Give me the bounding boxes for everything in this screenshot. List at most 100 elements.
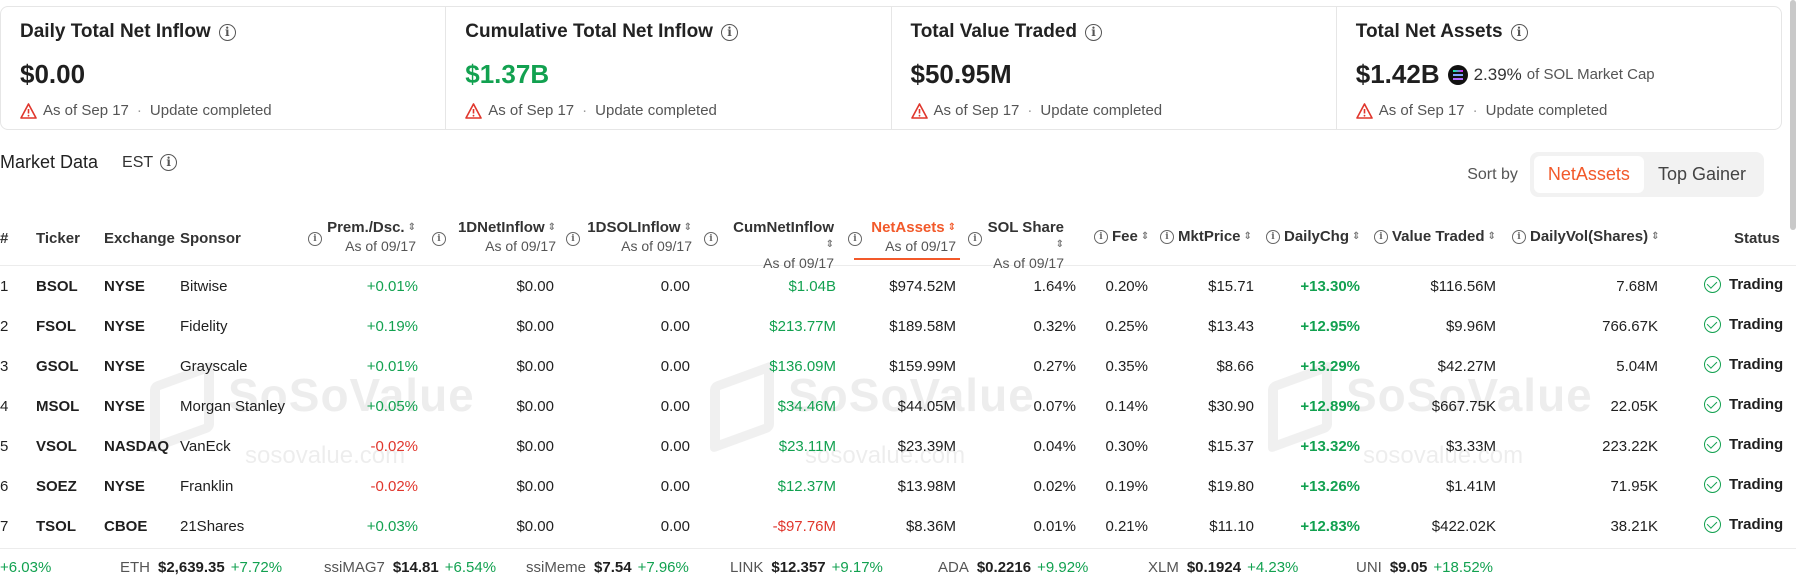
card-total-net-assets: Total Net Assets i $1.42B 2.39% of SOL M… bbox=[1337, 7, 1781, 129]
col-1dsolinflow[interactable]: 1DSOLInflow ⇕ As of 09/17 bbox=[584, 219, 692, 254]
info-icon[interactable]: i bbox=[308, 232, 322, 246]
info-icon[interactable]: i bbox=[1512, 230, 1526, 245]
info-icon[interactable]: i bbox=[1160, 230, 1174, 245]
warning-icon bbox=[910, 102, 928, 119]
cell-status: Trading bbox=[1704, 316, 1783, 333]
cell-fee: 0.19% bbox=[1105, 478, 1148, 495]
cell-1dsolinflow: 0.00 bbox=[660, 318, 690, 335]
info-icon[interactable]: i bbox=[1094, 230, 1108, 245]
cell-ticker[interactable]: SOEZ bbox=[36, 478, 77, 495]
col-prem[interactable]: Prem./Dsc. ⇕ As of 09/17 bbox=[326, 219, 416, 254]
info-icon[interactable]: i bbox=[968, 232, 982, 246]
ticker-symbol: XLM bbox=[1148, 559, 1179, 576]
cell-fee: 0.20% bbox=[1105, 278, 1148, 295]
cell-solshare: 0.02% bbox=[1033, 478, 1076, 495]
table-row[interactable]: 2 FSOL NYSE Fidelity +0.19% $0.00 0.00 $… bbox=[0, 306, 1796, 346]
cell-ticker[interactable]: BSOL bbox=[36, 278, 78, 295]
table-row[interactable]: 1 BSOL NYSE Bitwise +0.01% $0.00 0.00 $1… bbox=[0, 266, 1796, 306]
col-dailyvol[interactable]: i DailyVol(Shares) ⇕ bbox=[1512, 228, 1660, 245]
cell-netassets: $44.05M bbox=[897, 398, 956, 415]
info-icon[interactable]: i bbox=[218, 23, 236, 41]
timezone-label: EST i bbox=[122, 154, 178, 172]
col-prem-label: Prem./Dsc. bbox=[327, 219, 405, 236]
cell-prem: +0.05% bbox=[366, 398, 418, 415]
card-value: $50.95M bbox=[910, 59, 1012, 89]
cell-status: Trading bbox=[1704, 476, 1783, 493]
cell-netassets: $8.36M bbox=[905, 518, 956, 535]
info-icon[interactable]: i bbox=[160, 154, 178, 171]
sort-tab-netassets[interactable]: NetAssets bbox=[1533, 156, 1644, 193]
ticker-item[interactable]: ADA $0.2216 +9.92% bbox=[938, 559, 1088, 576]
status-text: Trading bbox=[1729, 396, 1784, 413]
col-1dnetinflow[interactable]: 1DNetInflow ⇕ As of 09/17 bbox=[450, 219, 556, 254]
ticker-item[interactable]: +6.03% bbox=[0, 559, 51, 576]
cell-sponsor: Fidelity bbox=[180, 318, 228, 335]
sort-arrows-icon: ⇕ bbox=[1651, 231, 1660, 243]
info-icon[interactable]: i bbox=[704, 232, 718, 246]
status-text: Trading bbox=[1729, 356, 1784, 373]
info-icon[interactable]: i bbox=[1084, 23, 1102, 41]
vertical-scrollbar[interactable] bbox=[1790, 0, 1796, 230]
cell-cumnetinflow: $12.37M bbox=[777, 478, 836, 495]
cell-dailyvol: 71.95K bbox=[1610, 478, 1658, 495]
ticker-item[interactable]: LINK $12.357 +9.17% bbox=[730, 559, 883, 576]
table-row[interactable]: 3 GSOL NYSE Grayscale +0.01% $0.00 0.00 … bbox=[0, 346, 1796, 386]
cell-ticker[interactable]: GSOL bbox=[36, 358, 79, 375]
col-solshare[interactable]: SOL Share ⇕ As of 09/17 bbox=[986, 219, 1064, 271]
cell-prem: +0.19% bbox=[366, 318, 418, 335]
info-icon[interactable]: i bbox=[566, 232, 580, 246]
ticker-item[interactable]: XLM $0.1924 +4.23% bbox=[1148, 559, 1298, 576]
ticker-symbol: LINK bbox=[730, 559, 764, 576]
cell-ticker[interactable]: MSOL bbox=[36, 398, 80, 415]
cell-fee: 0.21% bbox=[1105, 518, 1148, 535]
col-fee[interactable]: i Fee ⇕ bbox=[1094, 228, 1149, 245]
cell-mktprice: $8.66 bbox=[1216, 358, 1254, 375]
info-icon[interactable]: i bbox=[720, 23, 738, 41]
cell-prem: +0.01% bbox=[366, 278, 418, 295]
status-text: Trading bbox=[1729, 276, 1784, 293]
cell-1dnetinflow: $0.00 bbox=[516, 318, 554, 335]
cell-dailychg: +13.29% bbox=[1300, 358, 1360, 375]
as-of-date: As of Sep 17 bbox=[488, 102, 575, 119]
ticker-item[interactable]: ETH $2,639.35 +7.72% bbox=[120, 559, 282, 576]
ticker-change: +7.96% bbox=[637, 559, 689, 576]
info-icon[interactable]: i bbox=[1374, 230, 1388, 245]
ticker-symbol: ssiMAG7 bbox=[324, 559, 385, 576]
ticker-item[interactable]: ssiMeme $7.54 +7.96% bbox=[526, 559, 689, 576]
col-netassets[interactable]: NetAssets ⇕ As of 09/17 bbox=[854, 219, 960, 260]
sort-tab-top-gainer[interactable]: Top Gainer bbox=[1657, 164, 1746, 184]
sort-arrows-icon: ⇕ bbox=[1352, 231, 1361, 243]
ticker-strip: +6.03% ETH $2,639.35 +7.72% ssiMAG7 $14.81 +6.… bbox=[0, 548, 1796, 582]
check-circle-icon bbox=[1704, 516, 1721, 533]
info-icon[interactable]: i bbox=[1510, 23, 1528, 41]
cell-num: 5 bbox=[0, 438, 9, 455]
cell-1dnetinflow: $0.00 bbox=[516, 478, 554, 495]
cell-1dnetinflow: $0.00 bbox=[516, 278, 554, 295]
table-row[interactable]: 7 TSOL CBOE 21Shares +0.03% $0.00 0.00 -… bbox=[0, 506, 1796, 546]
info-icon[interactable]: i bbox=[848, 232, 862, 246]
info-icon[interactable]: i bbox=[432, 232, 446, 246]
cell-ticker[interactable]: TSOL bbox=[36, 518, 76, 535]
table-row[interactable]: 6 SOEZ NYSE Franklin -0.02% $0.00 0.00 $… bbox=[0, 466, 1796, 506]
col-mktprice[interactable]: i MktPrice ⇕ bbox=[1160, 228, 1252, 245]
col-valuetraded[interactable]: i Value Traded ⇕ bbox=[1374, 228, 1496, 245]
ticker-symbol: ssiMeme bbox=[526, 559, 587, 576]
col-cumnetinflow[interactable]: CumNetInflow ⇕ As of 09/17 bbox=[722, 219, 834, 271]
table-row[interactable]: 5 VSOL NASDAQ VanEck -0.02% $0.00 0.00 $… bbox=[0, 426, 1796, 466]
sort-label: Sort by bbox=[1467, 165, 1518, 183]
ticker-item[interactable]: UNI $9.05 +18.52% bbox=[1356, 559, 1493, 576]
col-fee-label: Fee bbox=[1112, 228, 1138, 245]
info-icon[interactable]: i bbox=[1266, 230, 1280, 245]
cell-ticker[interactable]: FSOL bbox=[36, 318, 76, 335]
table-header: # Ticker Exchange Sponsor i Prem./Dsc. ⇕ A… bbox=[0, 218, 1796, 271]
table-body: 1 BSOL NYSE Bitwise +0.01% $0.00 0.00 $1… bbox=[0, 266, 1796, 546]
cell-solshare: 0.27% bbox=[1033, 358, 1076, 375]
separator-dot: · bbox=[136, 102, 142, 119]
table-row[interactable]: 4 MSOL NYSE Morgan Stanley +0.05% $0.00 … bbox=[0, 386, 1796, 426]
cell-num: 4 bbox=[0, 398, 9, 415]
cell-ticker[interactable]: VSOL bbox=[36, 438, 77, 455]
ticker-item[interactable]: ssiMAG7 $14.81 +6.54% bbox=[324, 559, 496, 576]
col-dailychg[interactable]: i DailyChg ⇕ bbox=[1266, 228, 1360, 245]
warning-icon bbox=[465, 102, 483, 119]
card-cumulative-net-inflow: Cumulative Total Net Inflow i $1.37B As … bbox=[446, 7, 892, 129]
